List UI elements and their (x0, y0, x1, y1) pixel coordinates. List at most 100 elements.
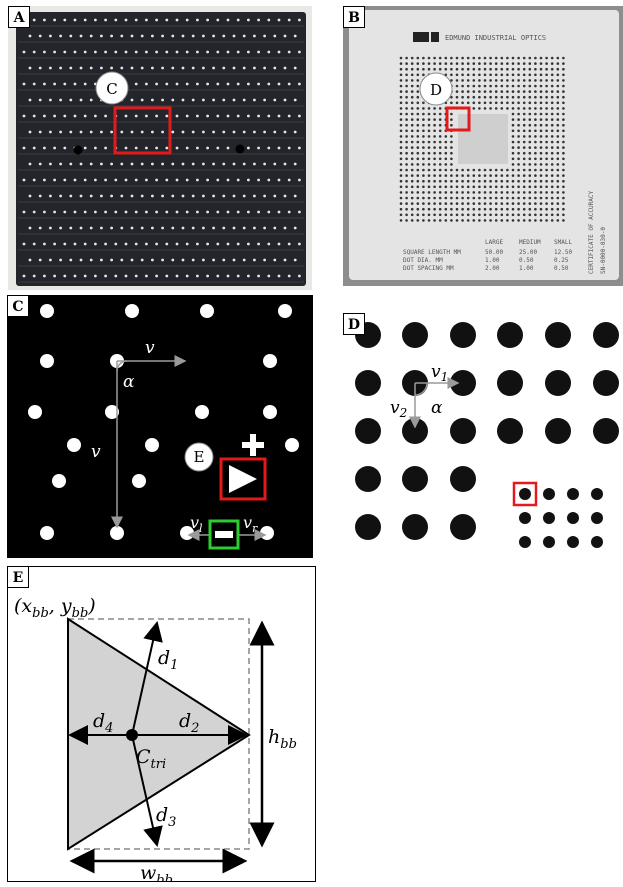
calibration-dot (455, 101, 459, 105)
calibration-dot (562, 179, 565, 183)
led-dot (89, 66, 93, 70)
led-dot (145, 18, 148, 22)
led-dot (124, 146, 128, 150)
led-dot (114, 18, 118, 22)
led-dot (202, 226, 205, 230)
calibration-dot (545, 191, 548, 194)
calibration-dot (444, 179, 448, 183)
calibration-dot (517, 67, 520, 71)
calibration-dot (545, 107, 548, 110)
led-dot (38, 34, 42, 38)
calibration-dot (422, 151, 425, 155)
calibration-dot (438, 107, 442, 110)
calibration-dot (455, 168, 459, 172)
calibration-dot (522, 79, 526, 82)
led-dot (175, 82, 179, 86)
callout-c-circle (95, 71, 129, 105)
led-dot (226, 274, 230, 278)
led-dot (120, 66, 124, 70)
led-dot (232, 226, 236, 230)
calibration-dot (517, 90, 520, 93)
calibration-dot (399, 146, 403, 149)
calibration-dot (461, 219, 464, 222)
calibration-dot (562, 79, 565, 82)
calibration-dot (489, 168, 492, 172)
calibration-dot (455, 67, 459, 71)
calibration-dot (427, 112, 431, 116)
led-dot (191, 66, 195, 70)
calibration-dot (528, 107, 532, 110)
led-dot (196, 210, 199, 214)
calibration-dot (562, 191, 565, 194)
led-dot (49, 66, 52, 70)
calibration-dot (534, 219, 537, 222)
led-dot (236, 82, 240, 86)
table-cell: 12.50 (554, 249, 572, 256)
calibration-dot (528, 67, 532, 71)
calibration-dot (528, 174, 532, 177)
led-dot (253, 226, 256, 230)
led-dot (53, 146, 56, 150)
led-dot (287, 114, 291, 118)
board-stripes (18, 25, 304, 283)
calibration-dot (410, 79, 414, 82)
led-dot (134, 178, 138, 182)
calibration-dot (450, 56, 453, 60)
led-dot (196, 82, 199, 86)
calibration-dot (405, 79, 408, 82)
calibration-dot (416, 129, 420, 133)
led-dot (155, 178, 159, 182)
calibration-dot (506, 62, 509, 65)
led-dot (110, 66, 113, 70)
led-dot (49, 194, 52, 198)
calibration-dot (410, 174, 414, 177)
calibration-dot (427, 207, 431, 211)
led-dot (283, 162, 287, 166)
led-dot (287, 146, 291, 150)
calibration-dot (550, 168, 554, 172)
led-dot (222, 194, 226, 198)
calibration-dot (522, 123, 526, 127)
led-dot (130, 258, 134, 262)
calibration-dot (410, 219, 414, 222)
calibration-dot (522, 73, 526, 77)
led-dot (273, 66, 277, 70)
led-dot (267, 18, 271, 22)
calibration-dot (511, 219, 515, 222)
calibration-dot (550, 163, 554, 166)
led-dot (28, 98, 32, 102)
calibration-dot (444, 67, 448, 71)
led-dot (283, 98, 287, 102)
calibration-dot (483, 213, 487, 217)
calibration-dot (534, 140, 537, 144)
calibration-dot (478, 207, 481, 211)
calibration-dot (399, 213, 403, 217)
calibration-dot (489, 95, 492, 99)
calibration-dot (517, 123, 520, 127)
calibration-dot (427, 191, 431, 194)
calibration-dot (494, 213, 498, 217)
calibration-dot (416, 202, 420, 205)
calibration-dot (550, 179, 554, 183)
led-dot (53, 210, 56, 214)
calibration-dot (438, 157, 442, 161)
calibration-dot (422, 112, 425, 116)
led-dot (196, 242, 199, 246)
calibration-dot (399, 79, 403, 82)
calibration-dot (433, 135, 436, 138)
led-dot (293, 162, 297, 166)
calibration-dot (500, 168, 504, 172)
calibration-dot (399, 140, 403, 144)
led-dot (226, 82, 230, 86)
label-vl: v (190, 513, 199, 532)
calibration-dot (494, 84, 498, 88)
calibration-dot (416, 62, 420, 65)
led-dot (273, 194, 277, 198)
calibration-dot (433, 118, 436, 121)
calibration-dot (528, 191, 532, 194)
calibration-dot (517, 202, 520, 205)
calibration-dot (422, 62, 425, 65)
calibration-dot (517, 146, 520, 149)
calibration-dot (450, 62, 453, 65)
calibration-dot (405, 135, 408, 138)
